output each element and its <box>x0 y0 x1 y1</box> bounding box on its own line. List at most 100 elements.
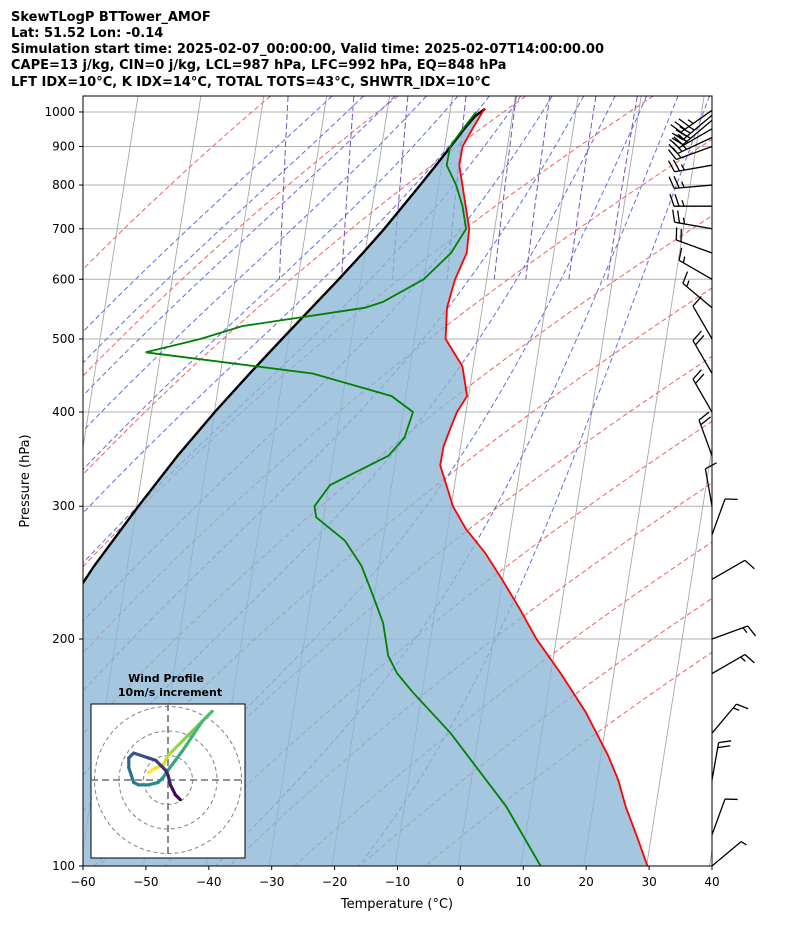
barb-flag <box>695 373 705 384</box>
y-tick-label: 400 <box>52 405 75 419</box>
y-tick-label: 300 <box>52 499 75 513</box>
barb-half-flag <box>732 707 740 711</box>
mixing-ratio-line <box>493 96 517 280</box>
x-axis-label: Temperature (°C) <box>340 897 453 912</box>
y-tick-label: 500 <box>52 332 75 346</box>
barb-flag <box>747 625 757 637</box>
wind-barb <box>672 209 713 230</box>
barb-flag <box>678 247 683 261</box>
barb-shaft <box>698 419 713 456</box>
barb-flag <box>717 745 731 749</box>
barb-flag <box>679 126 691 134</box>
barb-shaft <box>678 128 713 149</box>
x-tick-label: −10 <box>385 875 410 889</box>
wind-barb <box>667 159 713 173</box>
hodograph-segment <box>173 748 185 763</box>
dry-adiabat <box>294 541 712 866</box>
y-tick-label: 900 <box>52 139 75 153</box>
wind-barb <box>711 559 755 580</box>
barb-half-flag <box>681 199 685 207</box>
barb-half-flag <box>686 280 690 287</box>
profiles <box>83 107 649 866</box>
barb-flag <box>674 121 686 130</box>
wind-barb <box>711 798 738 836</box>
barb-flag <box>695 334 705 346</box>
barb-shaft <box>682 282 713 309</box>
hodograph-segment <box>173 793 182 802</box>
barb-half-flag <box>681 144 688 150</box>
plot-area: −60 −50 −40 −30 −20 −10 0 10 20 30 40 100 200 300 400 5… <box>0 95 720 889</box>
barb-flag <box>670 124 682 133</box>
cape-shading <box>83 112 648 866</box>
barb-flag <box>672 209 676 223</box>
moist-adiabat <box>83 96 427 432</box>
barb-flag <box>668 176 675 189</box>
wind-barb <box>692 369 713 413</box>
barb-flag <box>677 210 681 224</box>
barb-flag <box>667 149 677 160</box>
hodograph-body <box>91 704 245 858</box>
hodograph-segment <box>200 709 214 723</box>
mixing-ratio-line <box>568 96 597 280</box>
barb-flag <box>698 411 710 421</box>
barb-shaft <box>674 184 713 190</box>
moist-adiabat <box>83 96 364 364</box>
moist-adiabat <box>83 96 396 397</box>
barb-shaft <box>676 145 713 161</box>
wind-barb <box>668 176 713 190</box>
y-tick-label: 700 <box>52 222 75 236</box>
moist-adiabat <box>83 96 490 514</box>
wind-barb <box>678 247 713 280</box>
hodograph-title: Wind Profile <box>128 672 204 685</box>
isotherm-line <box>0 96 75 866</box>
barb-flag <box>672 141 683 152</box>
dry-adiabat <box>163 420 712 866</box>
x-tick-label: 20 <box>579 875 594 889</box>
barb-flag <box>673 176 680 189</box>
barb-half-flag <box>680 181 685 188</box>
title-line: Simulation start time: 2025-02-07_00:00:… <box>11 42 604 57</box>
hodograph-segment <box>171 741 182 753</box>
barb-flag <box>678 118 690 127</box>
barb-half-flag <box>680 164 685 171</box>
barb-flag <box>679 131 691 139</box>
title-line: LFT IDX=10°C, K IDX=14°C, TOTAL TOTS=43°… <box>11 75 490 90</box>
mixing-ratio-line <box>607 96 638 280</box>
x-tick-label: 0 <box>457 875 465 889</box>
wind-barb <box>669 193 712 207</box>
y-tick-label: 800 <box>52 178 75 192</box>
hodograph-segment <box>181 734 195 753</box>
barb-half-flag <box>740 656 746 662</box>
moist-adiabat <box>358 96 710 866</box>
wind-barb <box>711 740 732 781</box>
title-block: SkewTLogP BTTower_AMOF Lat: 51.52 Lon: -… <box>11 10 604 90</box>
hodograph-segment <box>178 734 190 745</box>
isotherm-line <box>646 444 712 866</box>
mixing-ratio-line <box>525 96 551 280</box>
moist-adiabat <box>83 96 333 333</box>
barb-flag <box>718 740 732 744</box>
barb-shaft <box>711 498 726 535</box>
parcel-profile-line <box>83 107 486 586</box>
title-line: CAPE=13 j/kg, CIN=0 j/kg, LCL=987 hPa, L… <box>11 58 506 73</box>
wind-barb <box>704 462 717 507</box>
x-tick-label: −40 <box>196 875 221 889</box>
barb-flag <box>692 369 702 380</box>
wind-barb <box>692 296 713 340</box>
x-tick-label: −30 <box>259 875 284 889</box>
barb-half-flag <box>682 217 686 225</box>
isotherm-line <box>0 96 12 866</box>
title-line: SkewTLogP BTTower_AMOF <box>11 10 211 25</box>
barb-flag <box>692 296 702 307</box>
barb-flag <box>667 160 676 173</box>
isotherm-line <box>83 96 139 451</box>
wind-barb <box>675 227 713 254</box>
barb-shaft <box>711 798 726 836</box>
barb-shaft <box>711 841 742 867</box>
wind-barb <box>711 625 757 640</box>
barb-shaft <box>704 468 713 507</box>
hodograph-segment <box>166 758 177 772</box>
barb-flag <box>669 193 675 207</box>
barb-half-flag <box>687 119 694 125</box>
x-tick-label: 30 <box>641 875 656 889</box>
